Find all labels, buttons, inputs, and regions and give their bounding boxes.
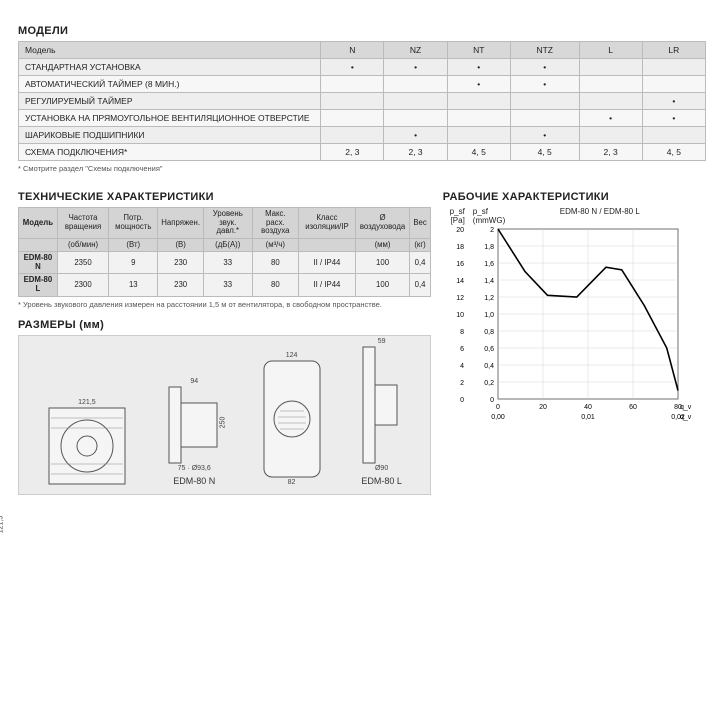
svg-text:q_v (m³/s): q_v (m³/s) [680,414,693,421]
svg-text:1,2: 1,2 [484,295,494,302]
svg-text:0: 0 [490,397,494,404]
fan-n-side-sketch [167,385,222,465]
spec-footnote: * Уровень звукового давления измерен на … [18,300,431,309]
svg-text:40: 40 [584,404,592,411]
svg-text:0,2: 0,2 [484,380,494,387]
chart-svg: 0020,240,460,680,8101,0121,2141,4161,618… [443,225,693,425]
svg-text:14: 14 [456,278,464,285]
svg-text:0: 0 [460,397,464,404]
fan-n-front-sketch [47,406,127,486]
svg-text:0,01: 0,01 [581,414,595,421]
spec-table: МодельЧастота вращенияПотр. мощностьНапр… [18,207,431,297]
svg-text:1,0: 1,0 [484,312,494,319]
svg-text:4: 4 [460,363,464,370]
svg-text:12: 12 [456,295,464,302]
models-table: МодельNNZNTNTZLLR СТАНДАРТНАЯ УСТАНОВКА•… [18,41,706,161]
svg-text:1,8: 1,8 [484,244,494,251]
svg-text:2: 2 [490,227,494,234]
svg-text:2: 2 [460,380,464,387]
dims-title: РАЗМЕРЫ (мм) [18,319,431,331]
dim-l-side: 59 Ø90 EDM-80 L [361,338,402,486]
svg-text:16: 16 [456,261,464,268]
svg-text:10: 10 [456,312,464,319]
svg-text:18: 18 [456,244,464,251]
svg-text:0,00: 0,00 [491,414,505,421]
dim-n-side: 94 75 · Ø93,6 EDM-80 N [167,378,222,486]
svg-text:20: 20 [539,404,547,411]
fan-l-front-sketch [262,359,322,479]
dim-l-front: 124 250 82 [262,352,322,486]
performance-chart: p_sf [Pa] p_sf (mmWG) EDM-80 N / EDM-80 … [443,207,693,417]
svg-text:8: 8 [460,329,464,336]
svg-text:60: 60 [629,404,637,411]
svg-text:0,8: 0,8 [484,329,494,336]
perf-title: РАБОЧИЕ ХАРАКТЕРИСТИКИ [443,191,706,203]
dimensions-panel: 121,5 121,5 94 75 · [18,335,431,495]
svg-text:q_v (m³/h): q_v (m³/h) [680,404,693,411]
spec-title: ТЕХНИЧЕСКИЕ ХАРАКТЕРИСТИКИ [18,191,431,203]
dim-n-front: 121,5 121,5 [47,399,127,486]
svg-text:1,4: 1,4 [484,278,494,285]
fan-l-side-sketch [361,345,401,465]
svg-text:0,6: 0,6 [484,346,494,353]
models-footnote: * Смотрите раздел "Схемы подключения" [18,164,706,173]
svg-text:20: 20 [456,227,464,234]
svg-text:6: 6 [460,346,464,353]
svg-text:0,4: 0,4 [484,363,494,370]
models-title: МОДЕЛИ [18,25,706,37]
svg-text:1,6: 1,6 [484,261,494,268]
svg-text:0: 0 [496,404,500,411]
